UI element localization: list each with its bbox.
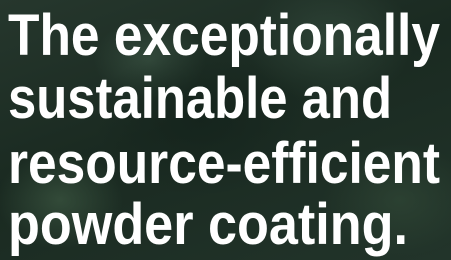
heading-line: The exceptionally <box>8 3 440 68</box>
heading-line: powder coating. <box>8 192 408 257</box>
hero-banner: The exceptionally sustainable and resour… <box>0 0 451 260</box>
heading-line: resource-efficient <box>8 131 440 196</box>
hero-heading: The exceptionally sustainable and resour… <box>0 0 451 260</box>
heading-line: sustainable and <box>8 66 392 131</box>
